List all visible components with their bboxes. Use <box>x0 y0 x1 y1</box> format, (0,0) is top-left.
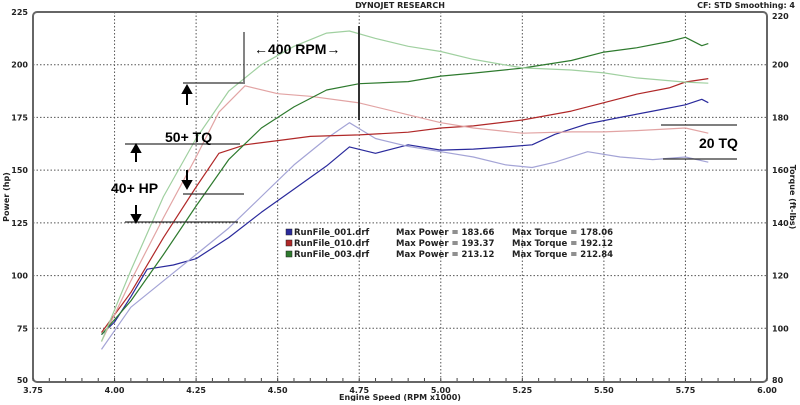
x-tick-label: 4.00 <box>105 386 125 395</box>
chart-title: DYNOJET RESEARCH <box>355 1 445 10</box>
x-tick-label: 5.75 <box>676 386 696 395</box>
legend-max-torque: Max Torque = 192.12 <box>512 239 613 249</box>
legend-run-name: RunFile_003.drf <box>294 250 370 260</box>
legend-swatch <box>285 239 293 247</box>
legend-swatch <box>285 228 293 236</box>
y-tick-label: 50 <box>17 376 29 385</box>
series-power-line <box>101 98 709 336</box>
y2-tick-label: 120 <box>772 272 789 281</box>
x-tick-label: 6.00 <box>757 386 777 395</box>
annotation-40-hp: 40+ HP <box>111 180 158 196</box>
legend-max-torque: Max Torque = 212.84 <box>512 250 613 260</box>
annotations <box>125 26 737 223</box>
legend-run-name: RunFile_001.drf <box>294 228 370 238</box>
annotation-arrows <box>130 83 193 225</box>
series-lines <box>100 30 709 350</box>
y-tick-label: 75 <box>17 324 29 333</box>
y-tick-label: 200 <box>11 61 28 70</box>
legend-max-power: Max Power = 213.12 <box>396 250 494 260</box>
y2-axis-label: Torque (ft-lbs) <box>788 165 797 230</box>
x-tick-label: 4.50 <box>268 386 288 395</box>
series-torque-line <box>101 122 709 350</box>
annotation-50-tq: 50+ TQ <box>165 129 212 145</box>
y2-tick-label: 180 <box>772 113 789 122</box>
y2-tick-label: 220 <box>772 12 789 21</box>
legend-max-power: Max Power = 183.66 <box>396 228 494 238</box>
series-torque-line <box>100 85 709 342</box>
y2-tick-label: 140 <box>772 219 789 228</box>
y-tick-label: 125 <box>11 219 28 228</box>
series-torque-line <box>100 30 709 342</box>
y2-tick-label: 100 <box>772 324 789 333</box>
legend-entry: RunFile_010.drf Max Power = 193.37 Max T… <box>285 239 613 249</box>
x-tick-label: 4.75 <box>349 386 369 395</box>
axis-ticks: 3.75 4.00 4.25 4.50 4.75 5.00 5.25 5.50 5.75 6.00… <box>11 8 789 395</box>
y2-tick-label: 80 <box>772 376 784 385</box>
y2-tick-label: 200 <box>772 61 789 70</box>
chart-subtitle: CF: STD Smoothing: 4 <box>697 1 795 10</box>
x-axis-label: Engine Speed (RPM x1000) <box>339 393 461 401</box>
x-tick-label: 3.75 <box>23 386 43 395</box>
y2-tick-label: 160 <box>772 166 789 175</box>
legend: RunFile_001.drf Max Power = 183.66 Max T… <box>285 228 613 260</box>
annotation-20-tq: 20 TQ <box>699 135 738 151</box>
grid <box>33 12 767 381</box>
y-tick-label: 100 <box>11 272 28 281</box>
y-tick-label: 150 <box>11 166 28 175</box>
legend-run-name: RunFile_010.drf <box>294 239 370 249</box>
annotation-400-rpm: ←400 RPM→ <box>254 41 340 57</box>
x-tick-label: 4.25 <box>186 386 206 395</box>
x-tick-label: 5.50 <box>594 386 614 395</box>
legend-entry: RunFile_001.drf Max Power = 183.66 Max T… <box>285 228 613 238</box>
legend-max-power: Max Power = 193.37 <box>396 239 494 249</box>
x-tick-label: 5.00 <box>431 386 451 395</box>
legend-entry: RunFile_003.drf Max Power = 213.12 Max T… <box>285 250 613 260</box>
y-tick-label: 175 <box>11 113 28 122</box>
legend-swatch <box>285 250 293 258</box>
y-axis-label: Power (hp) <box>2 172 11 222</box>
x-tick-label: 5.25 <box>512 386 532 395</box>
series-power-line <box>101 36 709 335</box>
y-tick-label: 225 <box>11 8 28 17</box>
plot-frame <box>32 11 768 383</box>
series-power-line <box>101 78 709 333</box>
legend-max-torque: Max Torque = 178.06 <box>512 228 613 238</box>
